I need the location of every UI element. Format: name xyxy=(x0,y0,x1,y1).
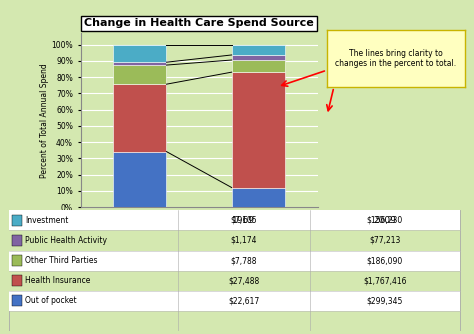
Bar xyxy=(12,235,22,246)
Bar xyxy=(12,275,22,286)
Text: $7,788: $7,788 xyxy=(230,256,257,265)
Bar xyxy=(113,84,166,152)
Bar xyxy=(12,295,22,306)
Bar xyxy=(113,62,166,65)
Text: $1,174: $1,174 xyxy=(230,236,257,245)
Text: 2009: 2009 xyxy=(374,216,396,225)
Bar xyxy=(232,60,285,72)
Bar xyxy=(232,45,285,55)
Text: $186,090: $186,090 xyxy=(367,256,403,265)
Text: 1969: 1969 xyxy=(232,216,255,225)
Bar xyxy=(232,55,285,60)
Text: $1,767,416: $1,767,416 xyxy=(363,276,407,285)
Text: $22,617: $22,617 xyxy=(228,296,259,305)
Text: Health Insurance: Health Insurance xyxy=(25,276,91,285)
Text: $299,345: $299,345 xyxy=(367,296,403,305)
Text: Public Health Activity: Public Health Activity xyxy=(25,236,107,245)
Text: Out of pocket: Out of pocket xyxy=(25,296,77,305)
Title: Change in Health Care Spend Source: Change in Health Care Spend Source xyxy=(84,18,314,28)
Text: Other Third Parties: Other Third Parties xyxy=(25,256,98,265)
Text: $27,488: $27,488 xyxy=(228,276,259,285)
Bar xyxy=(113,45,166,62)
Text: Investment: Investment xyxy=(25,216,68,225)
Bar xyxy=(9,250,460,271)
Bar xyxy=(113,65,166,84)
Bar xyxy=(232,72,285,187)
Text: The lines bring clarity to
changes in the percent to total.: The lines bring clarity to changes in th… xyxy=(335,49,456,68)
Bar xyxy=(12,255,22,266)
Bar xyxy=(12,215,22,226)
Bar xyxy=(9,291,460,311)
Text: $156,230: $156,230 xyxy=(367,216,403,225)
Bar xyxy=(9,210,460,230)
Text: $7,105: $7,105 xyxy=(230,216,257,225)
Bar xyxy=(9,230,460,250)
Bar xyxy=(232,187,285,207)
Bar xyxy=(9,271,460,291)
Text: $77,213: $77,213 xyxy=(369,236,401,245)
Bar xyxy=(113,152,166,207)
Y-axis label: Percent of Total Annual Spend: Percent of Total Annual Spend xyxy=(39,63,48,178)
